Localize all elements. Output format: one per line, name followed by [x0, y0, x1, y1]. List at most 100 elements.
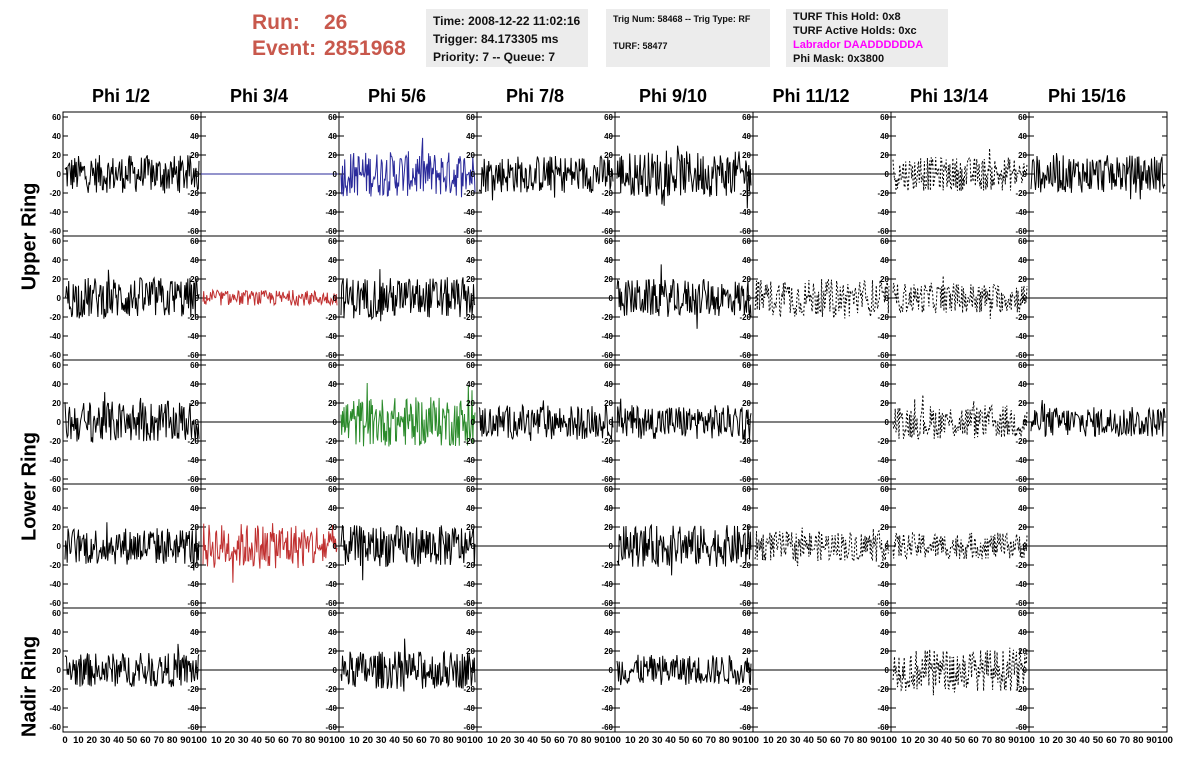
x-tick-label: 40	[1079, 735, 1090, 746]
turf-text: TURF: 58477	[613, 41, 668, 51]
y-tick-label: 0	[609, 666, 614, 675]
x-tick-label: 90	[1008, 735, 1019, 746]
waveform-panel-r3-c4: 60 40 20 0 -20 -40 -60	[601, 483, 754, 609]
y-tick-label: 40	[742, 504, 751, 513]
x-tick-label: 40	[251, 735, 262, 746]
x-tick-label: 70	[154, 735, 165, 746]
x-tick-label: 40	[665, 735, 676, 746]
x-tick-label: 20	[639, 735, 650, 746]
y-tick-label: -60	[877, 475, 889, 484]
waveform-trace	[616, 264, 752, 329]
y-tick-label: 60	[466, 485, 475, 494]
y-tick-label: -20	[187, 685, 199, 694]
y-tick-label: -40	[1015, 580, 1027, 589]
waveform-panel-r0-c6: 60 40 20 0 -20 -40 -60	[877, 111, 1030, 237]
y-tick-label: -20	[601, 685, 613, 694]
y-tick-label: 20	[466, 275, 475, 284]
y-tick-label: 60	[742, 609, 751, 618]
x-tick-label: 70	[982, 735, 993, 746]
column-header-phi-13-14: Phi 13/14	[909, 86, 989, 106]
y-tick-label: 40	[52, 380, 61, 389]
y-tick-label: -40	[49, 208, 61, 217]
waveform-trace	[616, 398, 752, 443]
y-tick-label: 20	[604, 151, 613, 160]
y-tick-label: 20	[190, 647, 199, 656]
y-tick-label: 0	[885, 170, 890, 179]
y-tick-label: -60	[463, 227, 475, 236]
y-tick-label: -60	[601, 227, 613, 236]
y-tick-label: 20	[328, 523, 337, 532]
waveform-panel-r4-c3: 60 40 20 0 -20 -40 -60	[463, 607, 616, 733]
y-tick-label: -40	[877, 332, 889, 341]
x-tick-label: 60	[968, 735, 979, 746]
y-tick-label: -60	[325, 351, 337, 360]
y-tick-label: -20	[739, 437, 751, 446]
y-tick-label: -20	[877, 685, 889, 694]
y-tick-label: -60	[739, 723, 751, 732]
y-tick-label: -20	[187, 561, 199, 570]
y-tick-label: -40	[325, 580, 337, 589]
y-tick-label: -60	[49, 723, 61, 732]
y-tick-label: -60	[739, 351, 751, 360]
y-tick-label: -40	[739, 580, 751, 589]
y-tick-label: -60	[325, 599, 337, 608]
y-tick-label: 20	[190, 523, 199, 532]
waveform-panel-r0-c7: 60 40 20 0 -20 -40 -60	[1015, 111, 1168, 237]
x-tick-label: 60	[692, 735, 703, 746]
y-tick-label: 40	[880, 380, 889, 389]
y-tick-label: 0	[1023, 170, 1028, 179]
y-tick-label: -40	[49, 456, 61, 465]
y-tick-label: -60	[463, 351, 475, 360]
y-tick-label: 40	[604, 132, 613, 141]
y-tick-label: -20	[877, 313, 889, 322]
y-tick-label: 0	[747, 170, 752, 179]
waveform-panel-r4-c2: 60 40 20 0 -20 -40 -60	[325, 607, 478, 733]
y-tick-label: 40	[190, 380, 199, 389]
waveform-trace	[754, 279, 890, 319]
waveform-panel-r3-c3: 60 40 20 0 -20 -40 -60	[463, 483, 616, 609]
y-tick-label: -40	[463, 332, 475, 341]
x-tick-label: 30	[652, 735, 663, 746]
y-tick-label: 0	[609, 542, 614, 551]
y-tick-label: 40	[52, 628, 61, 637]
waveform-panel-r3-c5: 60 40 20 0 -20 -40 -60	[739, 483, 892, 609]
x-tick-label: 70	[844, 735, 855, 746]
y-tick-label: 60	[742, 113, 751, 122]
x-tick-label: 30	[1066, 735, 1077, 746]
y-tick-label: 40	[1018, 504, 1027, 513]
y-tick-label: -60	[1015, 723, 1027, 732]
x-tick-label: 90	[732, 735, 743, 746]
run-label-text: Run:	[252, 11, 300, 34]
waveform-panel-r1-c2: 60 40 20 0 -20 -40 -60	[325, 235, 478, 361]
y-tick-label: -60	[877, 351, 889, 360]
y-tick-label: -40	[877, 208, 889, 217]
waveform-panel-r4-c6: 60 40 20 0 -20 -40 -60	[877, 607, 1030, 733]
y-tick-label: 40	[1018, 256, 1027, 265]
y-tick-label: 0	[747, 542, 752, 551]
x-tick-label: 10	[625, 735, 636, 746]
x-tick-label: 30	[790, 735, 801, 746]
y-tick-label: 60	[1018, 237, 1027, 246]
x-tick-label: 80	[995, 735, 1006, 746]
y-tick-label: -20	[187, 189, 199, 198]
y-tick-label: 60	[604, 237, 613, 246]
waveform-trace	[64, 643, 200, 688]
panel-frame	[890, 235, 1030, 361]
y-tick-label: 0	[57, 170, 62, 179]
waveform-panel-r2-c2: 60 40 20 0 -20 -40 -60	[325, 359, 478, 485]
y-tick-label: -60	[49, 475, 61, 484]
x-tick-label: 10	[349, 735, 360, 746]
y-tick-label: 20	[1018, 399, 1027, 408]
y-tick-label: 60	[328, 237, 337, 246]
y-tick-label: 20	[466, 151, 475, 160]
y-tick-label: -20	[739, 561, 751, 570]
y-tick-label: 40	[604, 380, 613, 389]
y-tick-label: -40	[739, 456, 751, 465]
panel-frame	[752, 235, 892, 361]
x-tick-label: 40	[389, 735, 400, 746]
y-tick-label: -20	[49, 437, 61, 446]
y-tick-label: -60	[49, 227, 61, 236]
waveform-panel-r4-c7: 60 40 20 0 -20 -40 -60	[1015, 607, 1168, 733]
y-tick-label: 60	[466, 237, 475, 246]
y-tick-label: -60	[877, 227, 889, 236]
